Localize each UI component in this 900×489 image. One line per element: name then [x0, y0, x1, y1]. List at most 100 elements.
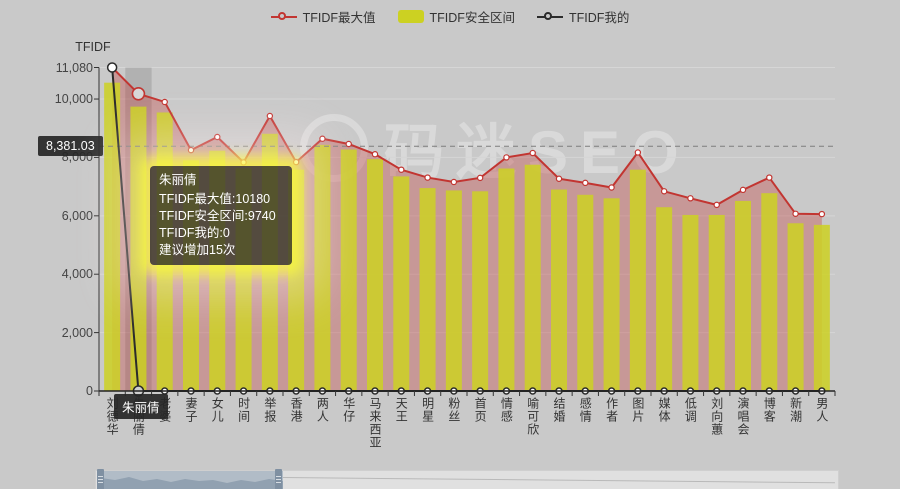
datazoom-window[interactable]: [101, 471, 283, 489]
x-axis-label: 香港: [289, 397, 304, 423]
max-point[interactable]: [582, 179, 589, 187]
legend-item-safe[interactable]: TFIDF安全区间: [397, 7, 515, 26]
bar[interactable]: [813, 224, 830, 391]
tooltip-line-advice: 建议增加15次: [159, 243, 236, 257]
x-axis-label: 演唱会: [736, 397, 750, 436]
max-point[interactable]: [371, 151, 379, 158]
max-point[interactable]: [818, 210, 826, 218]
bar[interactable]: [735, 200, 751, 391]
highlighted-x-label-tag: 朱丽倩: [114, 394, 168, 419]
x-axis-label: 新潮: [788, 397, 803, 423]
bar-swatch-icon: [397, 10, 424, 23]
mine-point[interactable]: [106, 62, 118, 73]
x-axis-label: 图片: [630, 397, 645, 423]
max-point[interactable]: [292, 158, 300, 166]
bar[interactable]: [419, 188, 436, 391]
max-point[interactable]: [398, 166, 405, 173]
datazoom-mini-chart: [101, 477, 283, 489]
datazoom-track[interactable]: [95, 469, 839, 489]
legend-item-mine[interactable]: TFIDF我的: [536, 7, 630, 26]
x-axis-label: 结婚: [552, 397, 566, 423]
x-axis-label: 女儿: [210, 397, 225, 423]
max-point[interactable]: [450, 178, 458, 186]
legend-label: TFIDF我的: [568, 11, 630, 25]
x-axis-label: 喻可欣: [525, 397, 540, 436]
max-point[interactable]: [240, 159, 247, 166]
x-axis-label: 马来西亚: [368, 397, 382, 449]
tooltip-line-safe: TFIDF安全区间:9740: [159, 209, 276, 223]
x-axis-label: 华仔: [341, 397, 356, 423]
bar[interactable]: [524, 164, 541, 391]
tooltip-line-mine: TFIDF我的:0: [159, 226, 230, 240]
bar[interactable]: [629, 169, 646, 391]
max-point[interactable]: [266, 112, 274, 120]
x-axis-label: 时间: [236, 397, 251, 423]
max-point[interactable]: [792, 210, 799, 217]
max-point[interactable]: [214, 133, 221, 141]
datazoom-right-handle[interactable]: [275, 469, 282, 489]
bar[interactable]: [472, 191, 489, 391]
max-point[interactable]: [687, 195, 694, 202]
max-point[interactable]: [187, 146, 195, 154]
x-axis-label: 天王: [394, 397, 409, 423]
max-point[interactable]: [345, 140, 352, 148]
max-point[interactable]: [739, 186, 747, 194]
max-point[interactable]: [608, 184, 615, 191]
max-line: [111, 66, 822, 216]
line-marker-icon: [270, 11, 297, 22]
bar[interactable]: [340, 149, 357, 391]
max-point[interactable]: [634, 149, 642, 156]
max-point[interactable]: [503, 154, 510, 161]
bar[interactable]: [761, 193, 778, 391]
x-axis-label: 男人: [814, 397, 829, 423]
x-axis-label: 情感: [499, 397, 514, 423]
bar[interactable]: [130, 106, 147, 391]
bar[interactable]: [314, 144, 331, 391]
x-axis-label: 妻子: [184, 397, 198, 423]
x-axis-label: 首页: [473, 397, 488, 423]
x-axis-label: 举报: [262, 397, 277, 423]
bar[interactable]: [498, 168, 515, 391]
bar[interactable]: [656, 207, 673, 391]
y-tick-label: 2,000: [61, 325, 93, 340]
max-point[interactable]: [131, 86, 146, 101]
max-point[interactable]: [766, 174, 773, 181]
max-point[interactable]: [660, 188, 668, 195]
x-axis-label: 刘向蕙: [709, 397, 724, 436]
x-axis-label: 低调: [683, 397, 698, 423]
legend-item-max[interactable]: TFIDF最大值: [270, 7, 376, 26]
max-point[interactable]: [555, 175, 563, 182]
y-tick-label: 10,000: [54, 92, 93, 107]
x-axis-label: 感情: [578, 397, 593, 423]
bar[interactable]: [445, 190, 462, 391]
bar[interactable]: [682, 214, 699, 391]
legend: TFIDF最大值 TFIDF安全区间 TFIDF我的: [0, 7, 900, 26]
max-point[interactable]: [476, 174, 484, 182]
max-point[interactable]: [424, 174, 431, 181]
bar[interactable]: [577, 194, 594, 391]
y-tick-label: 0: [86, 384, 93, 398]
max-point[interactable]: [161, 98, 168, 106]
max-point[interactable]: [529, 149, 536, 157]
x-axis-label: 明星: [420, 397, 435, 423]
tooltip: 朱丽倩 TFIDF最大值:10180 TFIDF安全区间:9740 TFIDF我…: [150, 166, 292, 265]
tooltip-title: 朱丽倩: [159, 173, 197, 187]
max-point[interactable]: [319, 135, 326, 142]
y-tick-label: 4,000: [61, 267, 93, 282]
bar[interactable]: [104, 82, 121, 391]
bar[interactable]: [367, 159, 383, 391]
y-tick-label: 11,080: [55, 60, 93, 75]
x-axis-label: 两人: [315, 397, 330, 423]
x-axis-label: 博客: [762, 397, 777, 423]
bar[interactable]: [393, 176, 410, 391]
bar[interactable]: [288, 169, 305, 391]
max-point[interactable]: [713, 201, 720, 209]
bar[interactable]: [708, 214, 725, 391]
bar[interactable]: [787, 223, 804, 391]
datazoom-left-handle[interactable]: [97, 469, 104, 489]
bar[interactable]: [551, 189, 567, 391]
bar[interactable]: [603, 198, 620, 391]
legend-label: TFIDF安全区间: [429, 11, 515, 25]
